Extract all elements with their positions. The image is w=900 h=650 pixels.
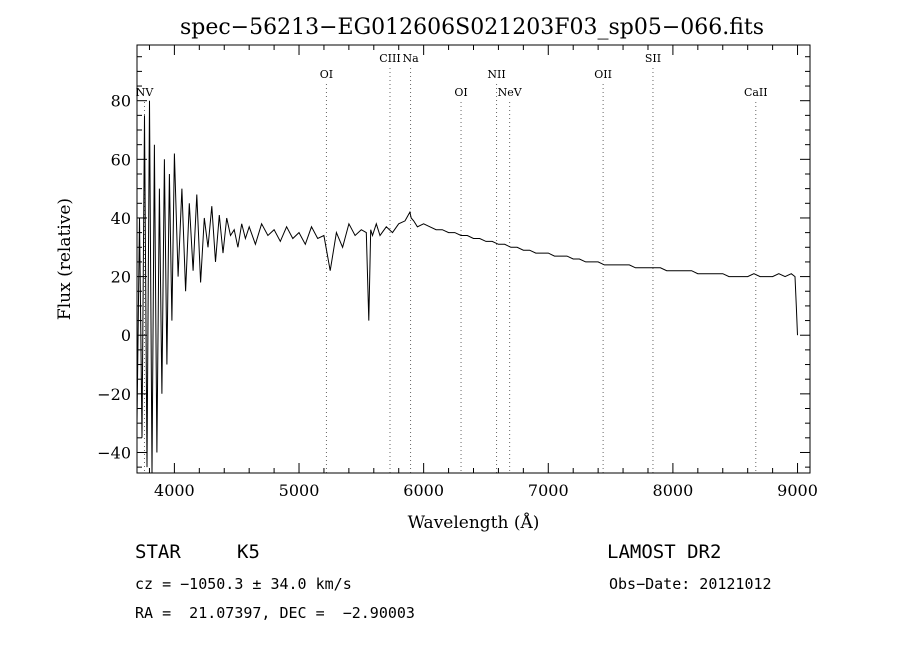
spectrum-series-line — [137, 100, 798, 473]
spectral-line-label: OI — [454, 86, 467, 99]
chart-title: spec−56213−EG012606S021203F03_sp05−066.f… — [180, 15, 764, 40]
spectral-line-label: SII — [645, 52, 661, 65]
spectral-line-label: NV — [136, 86, 155, 99]
y-tick-label: 40 — [111, 209, 131, 228]
y-tick-label: 80 — [111, 92, 131, 111]
spectral-line-label: OII — [594, 68, 612, 81]
plot-frame — [136, 44, 811, 474]
x-tick-label: 4000 — [154, 481, 195, 500]
x-tick-label: 9000 — [777, 481, 818, 500]
x-tick-label: 7000 — [528, 481, 569, 500]
spectral-line-label: CaII — [744, 86, 768, 99]
x-tick-label: 6000 — [403, 481, 444, 500]
y-tick-label: −40 — [97, 443, 131, 462]
x-tick-label: 5000 — [279, 481, 320, 500]
object-type: STAR — [135, 541, 181, 563]
spectral-line-label: Na — [402, 52, 419, 65]
spectral-line-label: CIII — [379, 52, 400, 65]
x-axis-label: Wavelength (Å) — [408, 512, 540, 533]
y-tick-label: −20 — [97, 385, 131, 404]
spectral-line-label: NeV — [498, 86, 523, 99]
obs-date-line: Obs−Date: 20121012 — [609, 575, 772, 593]
spectral-line-label: NII — [487, 68, 505, 81]
y-tick-label: 60 — [111, 150, 131, 169]
y-tick-label: 20 — [111, 268, 131, 287]
radec-line: RA = 21.07397, DEC = −2.90003 — [135, 604, 415, 622]
spectral-line-label: OI — [320, 68, 333, 81]
object-subclass: K5 — [237, 541, 260, 563]
y-tick-label: 0 — [121, 326, 131, 345]
survey-name: LAMOST DR2 — [607, 541, 722, 563]
redshift-line: cz = −1050.3 ± 34.0 km/s — [135, 575, 352, 593]
y-axis-label: Flux (relative) — [55, 198, 75, 320]
x-tick-label: 8000 — [653, 481, 694, 500]
